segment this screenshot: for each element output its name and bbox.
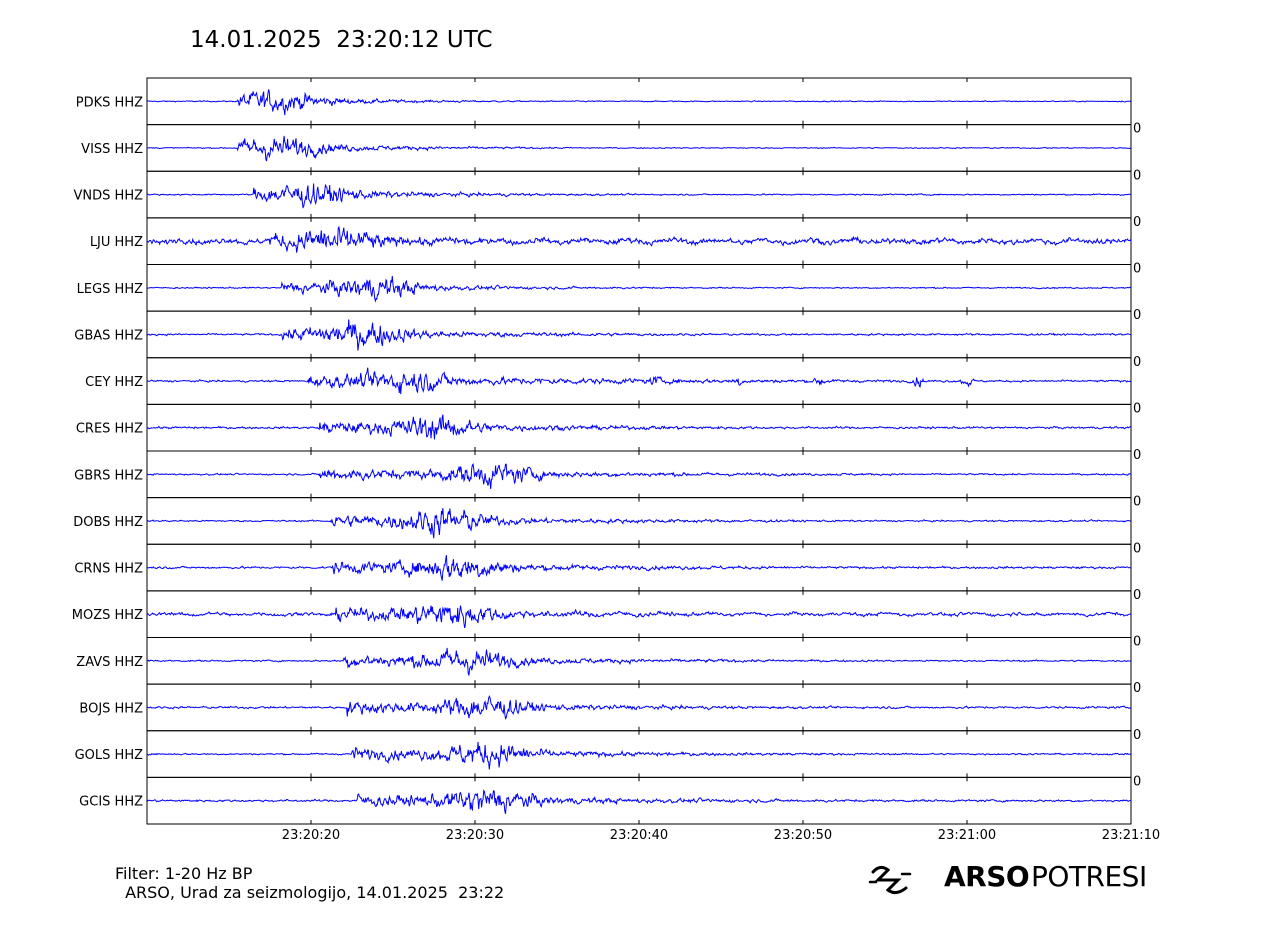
right-axis-label: 0 xyxy=(1133,728,1141,743)
waveform-trace xyxy=(146,367,1131,395)
station-label: GCIS HHZ xyxy=(79,795,143,810)
arso-logo: ARSO POTRESI xyxy=(868,858,1158,902)
station-label: MOZS HHZ xyxy=(72,608,143,623)
waveform-trace xyxy=(146,183,1131,209)
right-axis-label: 0 xyxy=(1133,774,1141,789)
waveform-trace xyxy=(146,695,1132,720)
right-axis-label: 0 xyxy=(1133,262,1141,277)
right-axis-label: 0 xyxy=(1133,308,1141,323)
right-axis-label: 0 xyxy=(1133,215,1141,230)
station-label: CEY HHZ xyxy=(85,375,143,390)
right-axis-label: 0 xyxy=(1133,588,1141,603)
logo-text-bold: ARSO xyxy=(944,860,1030,893)
waveform-trace xyxy=(146,135,1132,162)
right-axis-label: 0 xyxy=(1133,401,1141,416)
station-label: VNDS HHZ xyxy=(74,189,144,204)
station-label: LJU HHZ xyxy=(90,235,143,250)
x-tick-label: 23:20:50 xyxy=(774,828,832,843)
station-label: PDKS HHZ xyxy=(76,95,143,110)
waveform-trace xyxy=(146,555,1132,581)
filter-label: Filter: 1-20 Hz BP xyxy=(115,864,253,883)
waveform-trace xyxy=(146,789,1132,814)
right-axis-label: 0 xyxy=(1133,168,1141,183)
x-tick-label: 23:21:00 xyxy=(938,828,996,843)
credit-label: ARSO, Urad za seizmologijo, 14.01.2025 2… xyxy=(120,883,505,902)
logo-text-light: POTRESI xyxy=(1031,860,1147,893)
station-label: DOBS HHZ xyxy=(73,515,143,530)
waveform-trace xyxy=(146,89,1132,116)
right-axis-label: 0 xyxy=(1133,355,1141,370)
right-axis-label: 0 xyxy=(1133,635,1141,650)
station-label: GBRS HHZ xyxy=(74,468,143,483)
station-label: LEGS HHZ xyxy=(77,282,143,297)
waveform-trace xyxy=(146,741,1132,770)
seismic-wave-logo-icon xyxy=(868,865,912,895)
waveform-trace xyxy=(146,605,1132,628)
x-tick-label: 23:20:30 xyxy=(446,828,504,843)
waveform-trace xyxy=(146,647,1132,676)
right-axis-label: 0 xyxy=(1133,122,1141,137)
right-axis-label: 0 xyxy=(1133,495,1141,510)
right-axis-label: 0 xyxy=(1133,448,1141,463)
station-label: GOLS HHZ xyxy=(75,748,143,763)
waveform-trace xyxy=(146,462,1132,490)
x-tick-label: 23:20:20 xyxy=(282,828,340,843)
waveform-trace xyxy=(146,225,1132,253)
page-title: 14.01.2025 23:20:12 UTC xyxy=(190,27,493,53)
station-label: VISS HHZ xyxy=(81,142,143,157)
station-label: GBAS HHZ xyxy=(74,328,143,343)
station-label: BOJS HHZ xyxy=(79,701,143,716)
right-axis-label: 0 xyxy=(1133,541,1141,556)
waveform-trace xyxy=(146,276,1131,303)
station-label: CRNS HHZ xyxy=(74,562,143,577)
right-axis-label: 0 xyxy=(1133,681,1141,696)
station-label: ZAVS HHZ xyxy=(76,655,143,670)
station-label: CRES HHZ xyxy=(76,422,143,437)
waveform-trace xyxy=(146,414,1132,440)
x-tick-label: 23:21:10 xyxy=(1102,828,1160,843)
x-tick-label: 23:20:40 xyxy=(610,828,668,843)
waveform-trace xyxy=(146,319,1132,351)
waveform-trace xyxy=(146,507,1132,539)
